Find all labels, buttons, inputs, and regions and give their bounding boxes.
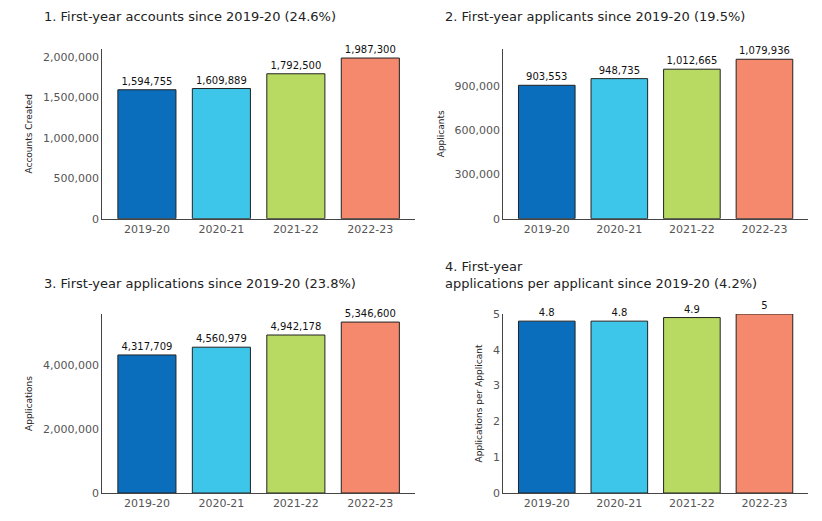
svg-text:300,000: 300,000 [455,168,501,181]
svg-text:1,594,755: 1,594,755 [121,76,172,87]
svg-text:2: 2 [493,415,500,428]
svg-text:1,792,500: 1,792,500 [270,60,321,71]
svg-text:1,609,889: 1,609,889 [196,75,247,86]
svg-text:900,000: 900,000 [455,80,501,93]
svg-text:2019-20: 2019-20 [124,223,170,236]
svg-text:4,560,979: 4,560,979 [196,333,247,344]
svg-text:2020-21: 2020-21 [596,223,642,236]
svg-text:Applications: Applications [24,376,34,431]
svg-text:5: 5 [761,300,767,311]
svg-text:2021-22: 2021-22 [273,497,319,510]
svg-text:2021-22: 2021-22 [669,223,715,236]
svg-text:Accounts Created: Accounts Created [24,94,34,174]
svg-text:1: 1 [493,451,500,464]
svg-text:4.8: 4.8 [539,307,555,318]
svg-text:0: 0 [92,487,99,500]
svg-text:2022-23: 2022-23 [347,223,393,236]
svg-text:0: 0 [493,213,500,226]
svg-text:0: 0 [92,213,99,226]
svg-text:2019-20: 2019-20 [524,497,570,510]
svg-text:2020-21: 2020-21 [596,497,642,510]
svg-text:Applications per Applicant: Applications per Applicant [474,344,484,462]
svg-text:2021-22: 2021-22 [669,497,715,510]
svg-text:4,942,178: 4,942,178 [270,321,321,332]
svg-text:3. First-year applications sin: 3. First-year applications since 2019-20… [44,276,356,291]
svg-text:2,000,000: 2,000,000 [43,51,99,64]
svg-text:2021-22: 2021-22 [273,223,319,236]
svg-text:1,079,936: 1,079,936 [739,45,790,56]
svg-text:3: 3 [493,379,500,392]
svg-text:2020-21: 2020-21 [198,497,244,510]
svg-text:1,012,665: 1,012,665 [666,55,717,66]
svg-text:500,000: 500,000 [54,172,100,185]
svg-text:4.8: 4.8 [611,307,627,318]
svg-text:Applicants: Applicants [436,110,446,157]
svg-text:4: 4 [493,344,500,357]
svg-text:2020-21: 2020-21 [198,223,244,236]
svg-text:1. First-year accounts since 2: 1. First-year accounts since 2019-20 (24… [44,9,336,24]
svg-text:5: 5 [493,308,500,321]
svg-text:5,346,600: 5,346,600 [345,308,396,319]
svg-text:2022-23: 2022-23 [347,497,393,510]
svg-text:2022-23: 2022-23 [741,223,787,236]
svg-text:600,000: 600,000 [455,124,501,137]
svg-text:2019-20: 2019-20 [124,497,170,510]
svg-text:948,735: 948,735 [599,65,640,76]
svg-text:4,000,000: 4,000,000 [43,359,99,372]
svg-text:2. First-year applicants since: 2. First-year applicants since 2019-20 (… [445,9,745,24]
svg-text:1,500,000: 1,500,000 [43,91,99,104]
svg-text:4. First-yearapplications per: 4. First-yearapplications per applicant … [445,259,757,291]
svg-text:0: 0 [493,487,500,500]
svg-text:4,317,709: 4,317,709 [121,341,172,352]
svg-text:1,987,300: 1,987,300 [345,44,396,55]
svg-text:903,553: 903,553 [526,71,567,82]
svg-text:1,000,000: 1,000,000 [43,132,99,145]
svg-text:2019-20: 2019-20 [524,223,570,236]
svg-text:2,000,000: 2,000,000 [43,423,99,436]
svg-text:2022-23: 2022-23 [741,497,787,510]
svg-text:4.9: 4.9 [684,304,700,315]
